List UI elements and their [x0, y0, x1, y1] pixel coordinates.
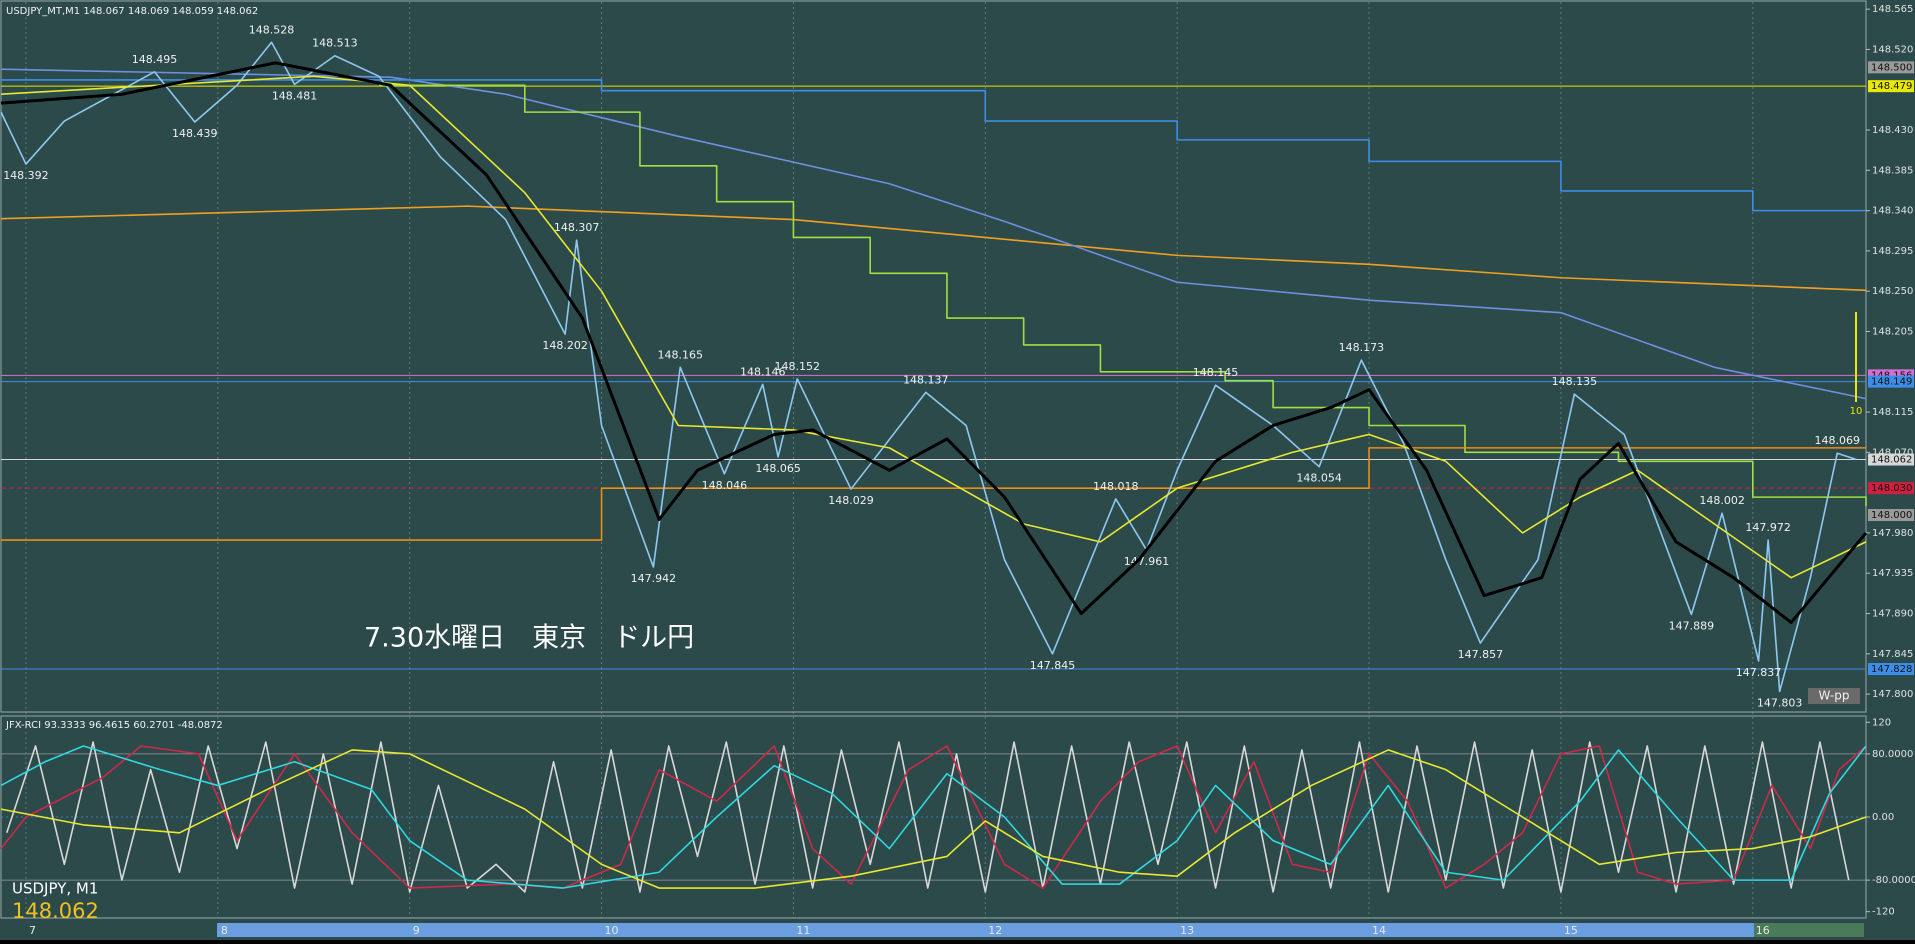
- y-tick-label: 148.430: [1872, 125, 1913, 136]
- y-tick-label: 80.0000: [1872, 749, 1913, 760]
- marker-label: W-pp: [1819, 689, 1850, 703]
- price-label: 148.018: [1093, 480, 1139, 493]
- x-tick-label: 10: [605, 924, 619, 937]
- y-tick-label: 148.115: [1872, 407, 1913, 418]
- series-line: [378, 84, 1867, 507]
- price-label: 148.495: [132, 53, 178, 66]
- symbol-label: USDJPY, M1: [12, 880, 98, 898]
- level-label-box: [1868, 80, 1914, 93]
- price-label: 148.202: [542, 339, 588, 352]
- price-label: 148.173: [1339, 341, 1385, 354]
- level-label: 148.030: [1871, 483, 1912, 494]
- price-label: 147.837: [1736, 666, 1782, 679]
- price-label: 148.146: [740, 365, 786, 378]
- x-tick-label: 12: [988, 924, 1002, 937]
- y-tick-label: 147.935: [1872, 568, 1913, 579]
- level-label: 148.479: [1871, 81, 1912, 92]
- panel-title: USDJPY_MT,M1 148.067 148.069 148.059 148…: [6, 6, 258, 17]
- y-tick-label: 147.845: [1872, 649, 1913, 660]
- x-tick-label: 13: [1180, 924, 1194, 937]
- x-tick-label: 9: [413, 924, 420, 937]
- price-label: 148.165: [657, 348, 703, 361]
- annotation: 7.30水曜日 東京 ドル円: [364, 623, 694, 654]
- price-label: 148.069: [1814, 434, 1860, 447]
- y-tick-label: 147.890: [1872, 609, 1913, 620]
- series-line: [0, 68, 1867, 400]
- price-label: 148.439: [172, 127, 218, 140]
- x-tick-label: 11: [796, 924, 810, 937]
- price-label: 148.046: [702, 479, 748, 492]
- series-line: [0, 75, 1867, 579]
- x-tick-label: 7: [29, 924, 36, 937]
- x-tick-label: 16: [1756, 924, 1770, 937]
- price-label: 147.942: [631, 572, 677, 585]
- price-label: 148.528: [249, 23, 295, 36]
- series-line: [0, 749, 1867, 889]
- x-tick-label: 8: [221, 924, 228, 937]
- marker-label: 10: [1850, 406, 1863, 417]
- y-tick-label: 148.070: [1872, 447, 1913, 458]
- price-label: 148.029: [828, 494, 874, 507]
- series-line: [0, 745, 1867, 889]
- panel-title: JFX-RCI 93.3333 96.4615 60.2701 -48.0872: [5, 720, 223, 731]
- level-label-box: [1868, 482, 1914, 495]
- level-label-box: [1868, 453, 1914, 466]
- price-label: 147.972: [1745, 521, 1791, 534]
- scroll-bar: [217, 923, 1754, 937]
- level-label-box: [1868, 509, 1914, 522]
- series-line: [5, 741, 1850, 893]
- price-label: 148.152: [775, 360, 821, 373]
- price-label: 147.803: [1757, 696, 1803, 709]
- level-label: 147.828: [1871, 664, 1912, 675]
- price-label: 148.002: [1699, 494, 1745, 507]
- y-tick-label: 148.565: [1872, 4, 1913, 15]
- x-tick-label: 14: [1372, 924, 1386, 937]
- price-label: 147.845: [1030, 659, 1076, 672]
- level-label: 148.149: [1871, 377, 1912, 388]
- y-tick-label: -80.0000: [1872, 875, 1915, 886]
- price-label: 148.307: [554, 221, 600, 234]
- y-tick-label: 148.520: [1872, 44, 1913, 55]
- series-line: [1, 79, 1866, 212]
- level-label-box: [1868, 663, 1914, 676]
- series-line: [0, 61, 1868, 624]
- price-label: 147.889: [1669, 619, 1715, 632]
- y-tick-label: 148.250: [1872, 286, 1913, 297]
- scroll-end: [1754, 923, 1864, 937]
- price-label: 148.065: [755, 462, 801, 475]
- price-label: 148.481: [272, 89, 318, 102]
- marker-box: [1808, 688, 1860, 704]
- y-tick-label: 0.00: [1872, 812, 1894, 823]
- y-tick-label: 147.980: [1872, 528, 1913, 539]
- level-label: 148.000: [1871, 510, 1912, 521]
- y-tick-label: 148.340: [1872, 206, 1913, 217]
- y-tick-label: 120: [1872, 717, 1891, 728]
- level-label: 148.500: [1871, 62, 1912, 73]
- price-label: 148.145: [1193, 366, 1239, 379]
- price-label: 148.137: [903, 373, 949, 386]
- level-label-box: [1868, 375, 1914, 388]
- last-price: 148.062: [12, 899, 99, 923]
- price-label: 148.513: [312, 37, 358, 50]
- price-label: 148.135: [1552, 375, 1598, 388]
- y-tick-label: 147.800: [1872, 689, 1913, 700]
- level-label: 148.062: [1871, 455, 1912, 466]
- price-label: 147.857: [1458, 648, 1504, 661]
- series-line: [1, 447, 1866, 541]
- y-tick-label: 148.385: [1872, 165, 1913, 176]
- y-tick-label: 148.295: [1872, 246, 1913, 257]
- price-label: 148.392: [3, 169, 49, 182]
- series-line: [0, 205, 1867, 292]
- price-label: 148.054: [1296, 472, 1342, 485]
- y-tick-label: -120: [1872, 907, 1895, 918]
- level-label-box: [1868, 61, 1914, 74]
- x-tick-label: 15: [1564, 924, 1578, 937]
- main-panel-border: [0, 0, 1867, 713]
- y-tick-label: 148.205: [1872, 326, 1913, 337]
